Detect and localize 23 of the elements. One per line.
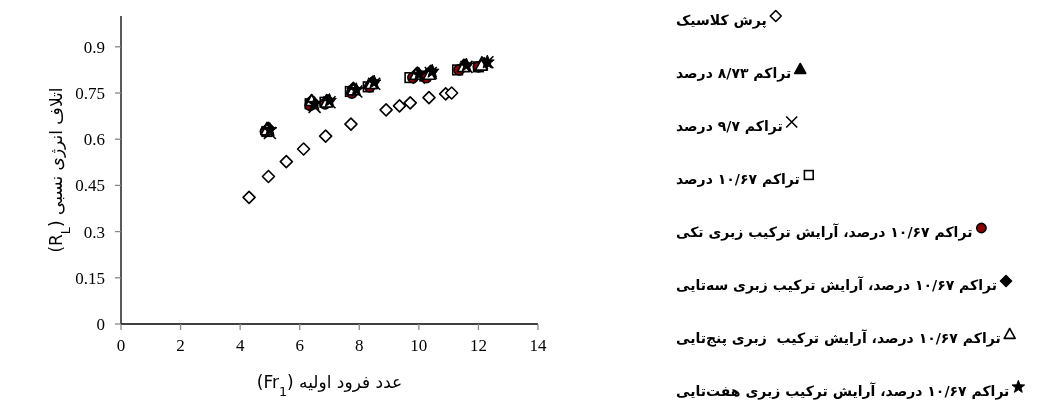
x-tick-label: 12 (469, 336, 487, 355)
x-tick-label: 4 (235, 336, 245, 355)
y-tick-label: 0.9 (83, 37, 105, 57)
x-tick-label: 8 (355, 336, 364, 355)
legend-label: تراکم ۸/۷۳ درصد (676, 65, 792, 82)
legend-label: پرش کلاسیک (676, 12, 767, 29)
x-tick-label: 14 (529, 336, 547, 355)
legend-label: تراکم ۱۰/۶۷ درصد، آرایش ترکیب زبری پنج‌تایی (676, 329, 1001, 347)
y-tick-label: 0.75 (75, 84, 105, 103)
x-tick-label: 10 (410, 336, 428, 355)
y-tick-label: 0.6 (83, 130, 105, 150)
x-tick-label: 0 (116, 336, 126, 355)
x-tick-label: 2 (176, 336, 185, 355)
x-tick-label: 6 (295, 336, 304, 355)
y-tick-label: 0 (96, 315, 105, 334)
y-tick-label: 0.45 (75, 176, 105, 196)
legend-label: تراکم ۱۰/۶۷ درصد، آرایش ترکیب زبری تکی (676, 223, 973, 241)
y-tick-label: 0.3 (83, 222, 105, 242)
y-tick-label: 0.15 (75, 268, 105, 288)
legend-label: تراکم ۱۰/۶۷ درصد، آرایش ترکیب زبری سه‌تایی (676, 276, 998, 294)
legend-label: تراکم ۱۰/۶۷ درصد، آرایش ترکیب زبری هفت‌تایی (676, 382, 1010, 400)
legend-label: تراکم ۹/۷ درصد (676, 118, 783, 135)
legend-label: تراکم ۱۰/۶۷ درصد (676, 171, 800, 188)
